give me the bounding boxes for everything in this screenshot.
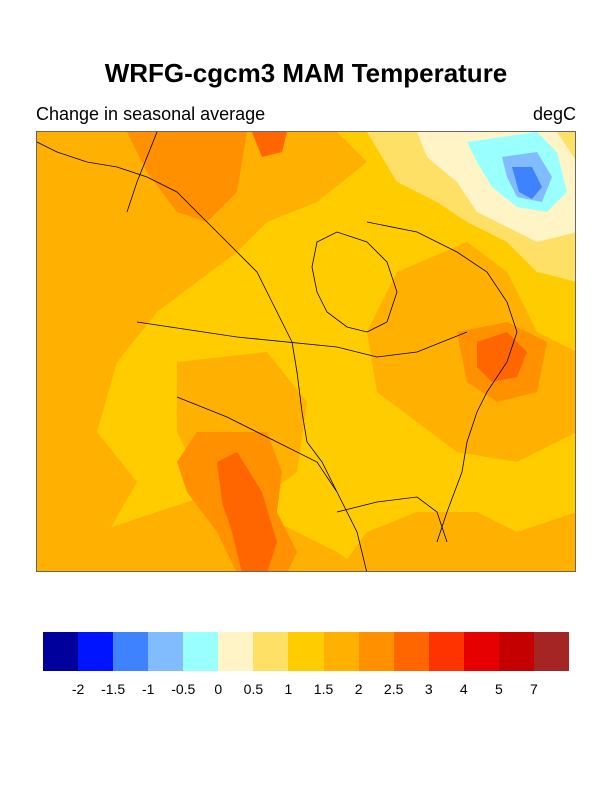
coastline-east [436,331,518,543]
colorbar-box [393,632,429,671]
plot-title: WRFG-cgcm3 MAM Temperature [104,58,508,88]
colorbar-box [78,632,114,671]
field-2-northwest [37,132,367,571]
field-3-new-england [477,332,527,382]
colorbar-label: 2.5 [383,681,404,697]
coastline-alaska-west [37,141,293,343]
colorbar-label: -1 [141,681,155,697]
colorbar-label: 7 [530,681,538,697]
colorbar-box [253,632,289,671]
field-3-arctic [252,132,287,157]
colorbar-box [288,632,324,671]
field-2.5-north [127,132,247,222]
colorbar-label: 5 [494,681,503,697]
colorbar-label: 2 [354,681,363,697]
colorbar-label: -2 [71,681,85,697]
colorbar-label: -0.5 [171,681,196,697]
map-panel [36,131,576,572]
colorbar-box [323,632,359,671]
colorbar-box [183,632,219,671]
colorbar-label: 4 [459,681,468,697]
colorbar-box [358,632,394,671]
coastline-labrador [366,221,518,333]
colorbar-label: 3 [424,681,433,697]
field-2-gulf [338,512,575,571]
coastline-hudson-bay [311,231,398,333]
colorbar-box [533,632,569,671]
colorbar-label: 1 [284,681,293,697]
colorbar-label: 0 [214,681,223,697]
colorbar-box [113,632,149,671]
coastline-pacific [291,341,367,571]
colorbar-label: 0.5 [243,681,264,697]
colorbar-box [218,632,254,671]
colorbar-box [148,632,184,671]
colorbar-box [43,632,79,671]
border-us-canada [136,321,468,358]
coastlines [37,132,518,571]
colorbar-box [463,632,499,671]
coastline-gulf [336,496,448,543]
colorbar-box [428,632,464,671]
temperature-map [37,132,575,571]
border-alaska [126,132,158,213]
colorbar-label: -1.5 [101,681,126,697]
colorbar-label: 1.5 [313,681,334,697]
colorbar-box [498,632,534,671]
colorbar-labels: -2 -1.5 -1 -0.5 0 0.5 1 1.5 2 2.5 3 4 5 7 [0,681,612,701]
field-neg1-greenland [512,167,542,199]
border-us-mexico [176,396,338,493]
field-3-mexico [217,452,277,571]
units-label: degC [532,104,576,124]
plot-subtitle: Change in seasonal average [36,104,266,124]
colorbar [43,632,569,671]
